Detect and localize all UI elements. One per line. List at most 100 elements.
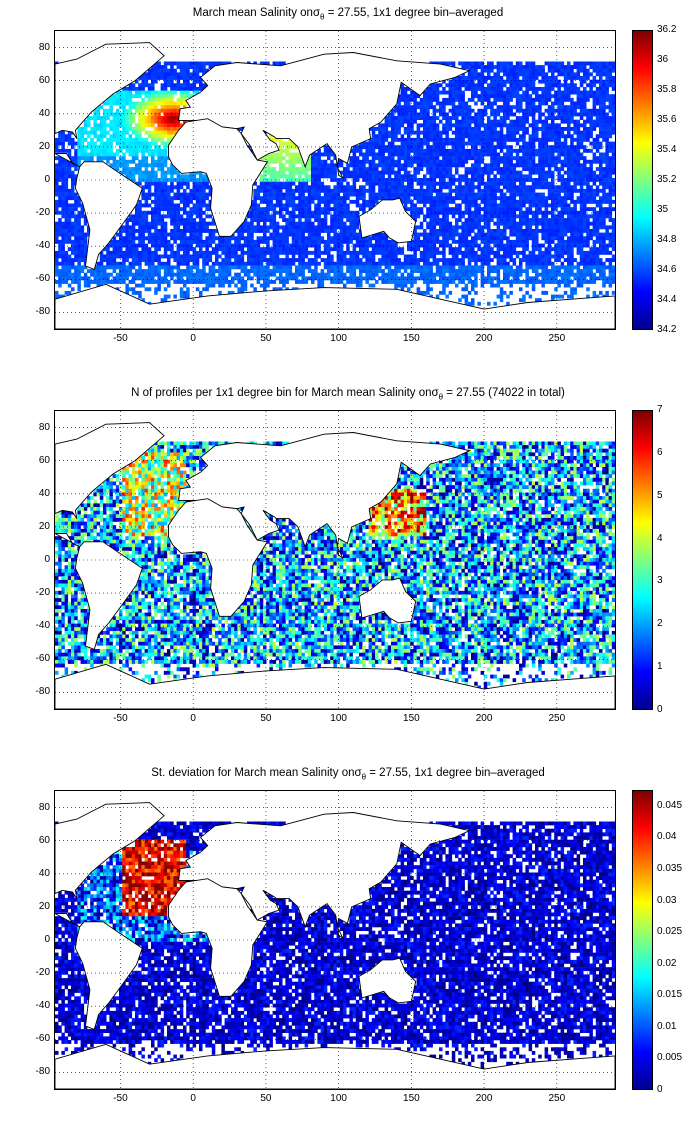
data-cell — [448, 163, 453, 168]
data-cell — [432, 174, 437, 179]
data-cell — [416, 101, 421, 106]
data-cell — [429, 221, 433, 226]
data-cell — [403, 159, 408, 164]
data-cell — [413, 137, 417, 142]
data-cell — [445, 127, 449, 131]
data-cell — [547, 94, 552, 99]
data-cell — [157, 137, 161, 142]
data-cell — [531, 210, 536, 215]
data-cell — [522, 112, 526, 117]
data-cell — [71, 210, 75, 215]
data-cell — [195, 76, 200, 80]
data-cell — [432, 159, 437, 164]
data-cell — [128, 236, 133, 241]
data-cell — [519, 97, 523, 102]
data-cell — [525, 174, 529, 179]
data-cell — [295, 203, 299, 208]
data-cell — [554, 196, 558, 201]
data-cell — [471, 145, 475, 150]
data-cell — [554, 167, 558, 171]
data-cell — [371, 137, 376, 142]
data-cell — [138, 83, 142, 88]
data-cell — [560, 218, 565, 222]
data-cell — [535, 130, 539, 135]
data-cell — [365, 203, 369, 208]
data-cell — [413, 112, 417, 117]
data-cell — [496, 68, 501, 73]
data-cell — [496, 141, 501, 146]
data-cell — [544, 76, 549, 80]
data-cell — [96, 148, 101, 153]
data-cell — [387, 116, 392, 120]
data-cell — [583, 119, 587, 124]
data-cell — [423, 203, 427, 208]
data-cell — [112, 123, 117, 128]
data-cell — [99, 119, 104, 124]
data-cell — [451, 178, 456, 182]
data-cell — [285, 196, 289, 201]
data-cell — [525, 225, 529, 230]
data-cell — [323, 196, 328, 201]
data-cell — [493, 159, 497, 164]
data-cell — [464, 232, 469, 237]
data-cell — [90, 148, 94, 153]
data-cell — [554, 68, 558, 73]
data-cell — [448, 196, 453, 201]
data-cell — [173, 90, 177, 95]
data-cell — [96, 127, 101, 131]
data-cell — [445, 97, 449, 102]
data-cell — [403, 130, 408, 135]
data-cell — [557, 97, 561, 102]
data-cell — [455, 232, 459, 237]
data-cell — [55, 210, 59, 215]
data-cell — [522, 65, 526, 69]
data-cell — [211, 221, 216, 226]
data-cell — [231, 236, 235, 241]
data-cell — [512, 134, 517, 139]
data-cell — [480, 218, 485, 222]
data-cell — [567, 87, 571, 91]
data-cell — [352, 178, 357, 182]
data-cell — [525, 97, 529, 102]
data-cell — [115, 159, 120, 164]
data-cell — [224, 61, 229, 66]
data-cell — [333, 199, 337, 204]
data-cell — [432, 167, 437, 171]
data-cell — [592, 141, 597, 146]
data-cell — [611, 159, 616, 164]
data-cell — [141, 72, 145, 77]
data-cell — [346, 192, 350, 197]
data-cell — [538, 119, 542, 124]
data-cell — [480, 148, 485, 153]
data-cell — [103, 130, 107, 135]
data-cell — [563, 65, 568, 69]
data-cell — [480, 61, 485, 66]
data-cell — [170, 199, 174, 204]
data-cell — [195, 225, 200, 230]
data-cell — [144, 221, 149, 226]
data-cell — [135, 141, 139, 146]
data-cell — [154, 210, 158, 215]
data-cell — [131, 152, 136, 157]
data-cell — [64, 170, 69, 175]
data-cell — [250, 236, 254, 241]
data-cell — [605, 229, 609, 233]
data-cell — [179, 83, 184, 88]
data-cell — [170, 101, 174, 106]
data-cell — [138, 170, 142, 175]
data-cell — [583, 123, 587, 128]
data-cell — [551, 148, 555, 153]
data-cell — [195, 90, 200, 95]
data-cell — [195, 185, 200, 190]
data-cell — [266, 181, 270, 186]
data-cell — [608, 134, 613, 139]
data-cell — [583, 174, 587, 179]
data-cell — [163, 76, 168, 80]
data-cell — [119, 236, 123, 241]
data-cell — [538, 137, 542, 142]
data-cell — [442, 229, 446, 233]
data-cell — [391, 130, 395, 135]
data-cell — [339, 185, 344, 190]
data-cell — [288, 196, 293, 201]
data-cell — [394, 123, 398, 128]
